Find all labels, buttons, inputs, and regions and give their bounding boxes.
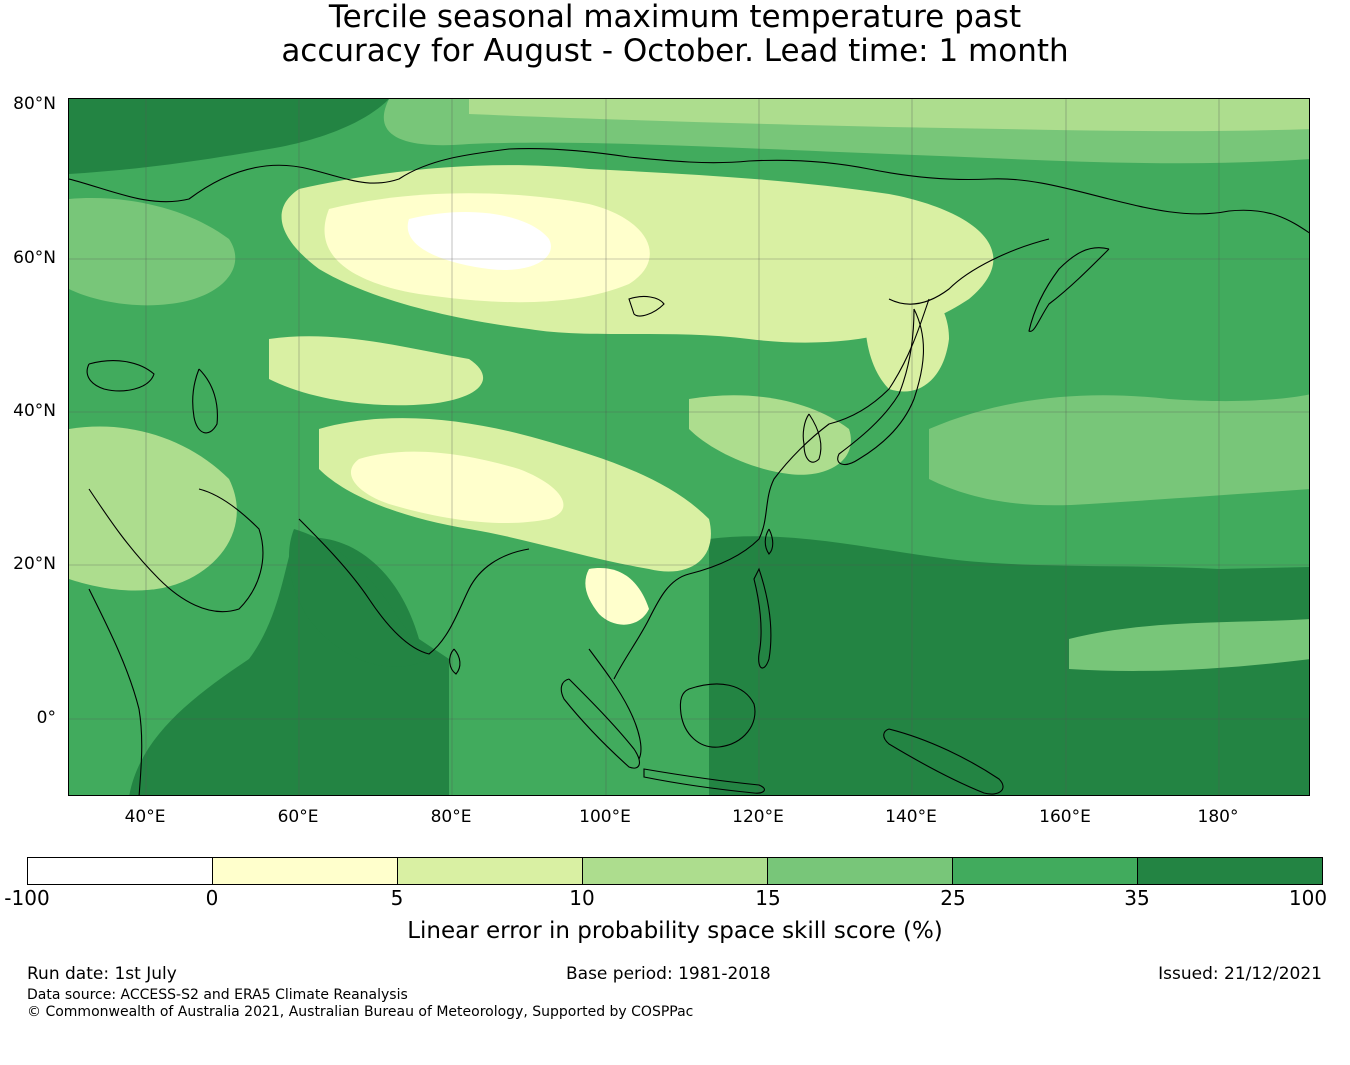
east-asia-light-region	[689, 395, 851, 475]
sri-lanka-coastline	[449, 648, 461, 675]
lon-label-160e: 160°E	[1039, 807, 1091, 827]
skill-score-map	[68, 98, 1310, 796]
north-pacific-medium-region	[929, 394, 1309, 506]
west-siberia-negative-region	[407, 211, 551, 270]
lon-label-80e: 80°E	[430, 807, 472, 827]
colorbar-segment-2	[213, 858, 398, 884]
east-asia-coastline	[613, 298, 930, 680]
colorbar-tick-35: 35	[1124, 886, 1150, 910]
map-canvas	[69, 99, 1309, 795]
colorbar-segment-1	[28, 858, 213, 884]
arctic-coastline	[69, 147, 1309, 234]
japan-coastline	[837, 308, 924, 465]
okhotsk-coastline	[888, 238, 1050, 305]
arabian-sea-high-skill-region	[289, 529, 429, 667]
colorbar	[27, 857, 1323, 885]
lat-label-20n: 20°N	[13, 554, 56, 574]
copyright-notice: © Commonwealth of Australia 2021, Austra…	[27, 1004, 694, 1020]
korea-coastline	[802, 413, 822, 463]
lat-label-0: 0°	[36, 708, 56, 728]
caspian-coastline	[192, 368, 218, 434]
tibet-no-skill-region	[350, 451, 564, 524]
colorbar-segment-6	[953, 858, 1138, 884]
philippines-coastline	[753, 567, 772, 669]
colorbar-tick-0: 0	[205, 886, 219, 910]
colorbar-tick-100: 100	[1288, 886, 1328, 910]
kamchatka-coastline	[1028, 247, 1110, 332]
india-coastline	[298, 518, 530, 655]
lon-label-40e: 40°E	[124, 807, 166, 827]
colorbar-tick-25: 25	[940, 886, 966, 910]
issued-date: Issued: 21/12/2021	[1158, 964, 1322, 984]
colorbar-segment-4	[583, 858, 768, 884]
lon-label-120e: 120°E	[732, 807, 784, 827]
title-line-2: accuracy for August - October. Lead time…	[281, 33, 1069, 69]
colorbar-segment-5	[768, 858, 953, 884]
lat-label-60n: 60°N	[13, 248, 56, 268]
borneo-coastline	[679, 683, 756, 748]
colorbar-tick-5: 5	[390, 886, 404, 910]
colorbar-tick-neg100: -100	[4, 886, 50, 910]
colorbar-segment-3	[398, 858, 583, 884]
colorbar-tick-10: 10	[569, 886, 595, 910]
data-source: Data source: ACCESS-S2 and ERA5 Climate …	[27, 987, 408, 1003]
colorbar-segment-7	[1138, 858, 1322, 884]
map-title: Tercile seasonal maximum temperature pas…	[0, 0, 1350, 68]
baikal-coastline	[628, 295, 665, 317]
northwest-pacific-medium-region	[1069, 619, 1309, 671]
sumatra-coastline	[560, 678, 640, 769]
africa-coastline	[88, 588, 143, 795]
central-asia-low-skill-region	[269, 336, 484, 406]
middle-east-light-region	[69, 426, 237, 591]
lon-label-100e: 100°E	[579, 807, 631, 827]
lon-label-60e: 60°E	[277, 807, 319, 827]
new-guinea-coastline	[883, 728, 1004, 795]
lon-label-180: 180°	[1197, 807, 1239, 827]
pacific-high-skill-region	[709, 536, 1309, 795]
title-line-1: Tercile seasonal maximum temperature pas…	[328, 0, 1022, 35]
indochina-no-skill-region	[585, 568, 649, 625]
map-gridlines	[69, 99, 1309, 795]
black-sea-coastline	[86, 360, 155, 392]
lon-label-140e: 140°E	[885, 807, 937, 827]
arctic-high-skill-region	[69, 99, 389, 174]
lat-label-80n: 80°N	[13, 94, 56, 114]
europe-light-region	[69, 198, 236, 306]
arctic-light-region	[469, 99, 1309, 132]
coastlines	[69, 147, 1309, 795]
far-east-low-skill-region	[865, 277, 949, 392]
southeast-asia-coastline	[588, 648, 642, 760]
taiwan-coastline	[764, 528, 774, 555]
java-coastline	[643, 768, 765, 794]
base-period: Base period: 1981-2018	[566, 964, 771, 984]
arabia-coastline	[88, 488, 264, 613]
run-date: Run date: 1st July	[27, 964, 177, 984]
colorbar-label: Linear error in probability space skill …	[407, 918, 943, 944]
lat-label-40n: 40°N	[13, 401, 56, 421]
colorbar-tick-15: 15	[755, 886, 781, 910]
